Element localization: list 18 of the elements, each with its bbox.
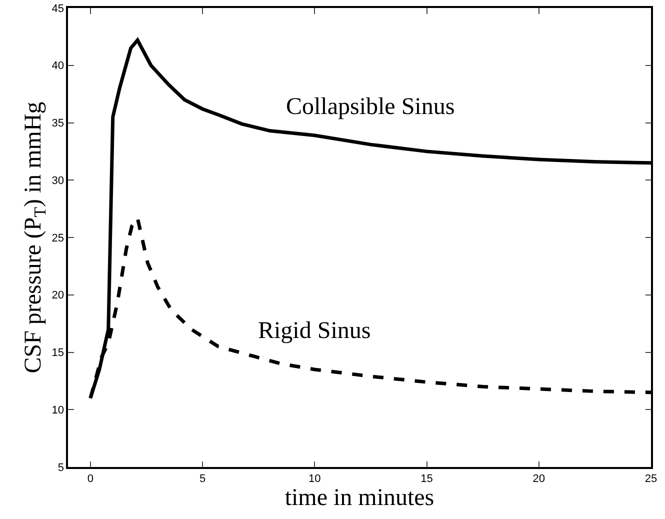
x-axis-title: time in minutes (284, 484, 434, 511)
y-tick-label: 5 (58, 462, 64, 474)
y-tick-label: 20 (52, 290, 64, 302)
y-tick-label: 45 (52, 2, 64, 15)
y-tick-label: 30 (52, 174, 64, 187)
y-tick-label: 15 (52, 347, 64, 360)
x-tick-label: 5 (199, 472, 206, 485)
series-label: Collapsible Sinus (286, 94, 455, 120)
x-tick-label: 25 (644, 472, 658, 485)
y-tick-label: 40 (52, 60, 64, 72)
x-tick-label: 10 (308, 472, 321, 485)
y-tick-label: 35 (52, 118, 64, 130)
y-tick-label: 10 (52, 404, 64, 416)
y-tick-label: 25 (52, 232, 64, 244)
x-tick-label: 0 (87, 472, 94, 485)
x-tick-label: 20 (532, 472, 546, 485)
series-label: Rigid Sinus (258, 318, 371, 344)
x-tick-label: 15 (420, 472, 433, 485)
